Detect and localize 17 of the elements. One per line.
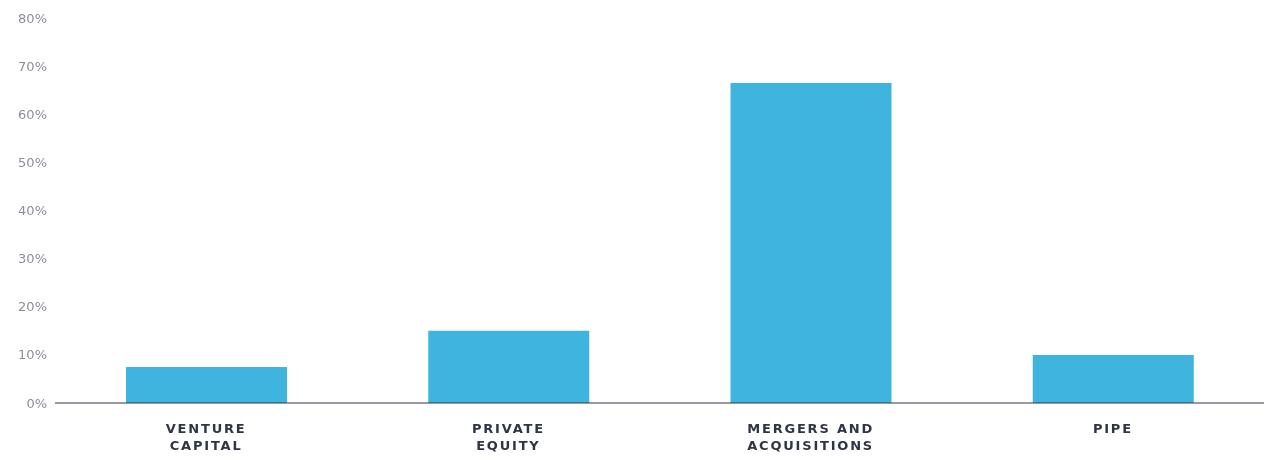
y-tick-label: 20%: [18, 299, 47, 315]
bar: [428, 330, 590, 403]
y-tick-label: 70%: [18, 58, 47, 74]
y-tick-label: 50%: [18, 154, 47, 170]
y-tick-label: 30%: [18, 251, 47, 267]
y-tick-label: 80%: [18, 10, 47, 26]
x-tick-label: VENTURE CAPITAL: [165, 421, 247, 453]
bar: [126, 366, 287, 403]
x-tick-label: PRIVATE EQUITY: [471, 421, 545, 453]
x-tick-label: MERGERS AND ACQUISITIONS: [747, 421, 875, 453]
bar: [1032, 354, 1194, 403]
y-tick-label: 40%: [18, 203, 47, 219]
y-tick-label: 60%: [18, 106, 47, 122]
bar: [730, 82, 892, 403]
x-tick-label: PIPE: [1092, 421, 1133, 436]
y-tick-label: 0%: [26, 395, 47, 411]
y-tick-label: 10%: [18, 347, 47, 363]
